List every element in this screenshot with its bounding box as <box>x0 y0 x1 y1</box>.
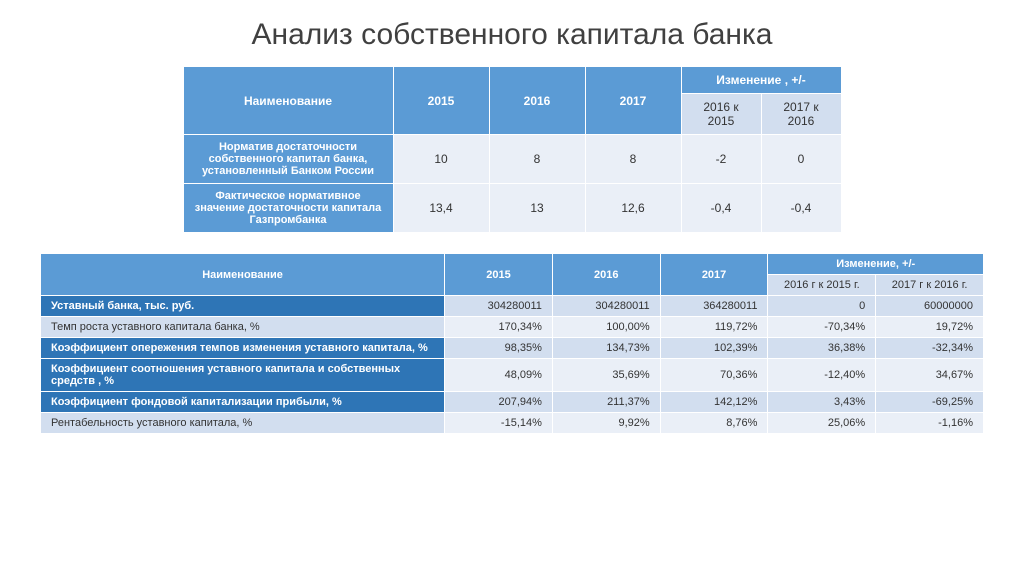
cell: 304280011 <box>552 296 660 317</box>
cell: 13,4 <box>393 184 489 233</box>
table-row: Уставный банка, тыс. руб. 304280011 3042… <box>41 296 984 317</box>
table-1: Наименование 2015 2016 2017 Изменение , … <box>183 66 842 233</box>
cell: -32,34% <box>876 338 984 359</box>
t1-sub-1: 2016 к 2015 <box>681 94 761 135</box>
cell: 25,06% <box>768 413 876 434</box>
cell: 142,12% <box>660 392 768 413</box>
t1-col-2017: 2017 <box>585 67 681 135</box>
t1-col-name: Наименование <box>183 67 393 135</box>
cell: 3,43% <box>768 392 876 413</box>
slide: Анализ собственного капитала банка Наиме… <box>0 0 1024 454</box>
cell: 304280011 <box>445 296 553 317</box>
cell: -2 <box>681 135 761 184</box>
cell: 170,34% <box>445 317 553 338</box>
t2-r0-name: Уставный банка, тыс. руб. <box>41 296 445 317</box>
t2-sub-1: 2016 г к 2015 г. <box>768 275 876 296</box>
t2-col-2015: 2015 <box>445 254 553 296</box>
cell: 102,39% <box>660 338 768 359</box>
cell: 13 <box>489 184 585 233</box>
t1-sub-2: 2017 к 2016 <box>761 94 841 135</box>
t1-col-change: Изменение , +/- <box>681 67 841 94</box>
table-row: Темп роста уставного капитала банка, % 1… <box>41 317 984 338</box>
cell: 211,37% <box>552 392 660 413</box>
cell: 10 <box>393 135 489 184</box>
cell: 8 <box>489 135 585 184</box>
t2-sub-2: 2017 г к 2016 г. <box>876 275 984 296</box>
table-row: Коэффициент опережения темпов изменения … <box>41 338 984 359</box>
cell: 0 <box>768 296 876 317</box>
cell: 60000000 <box>876 296 984 317</box>
cell: 35,69% <box>552 359 660 392</box>
t2-r4-name: Коэффициент фондовой капитализации прибы… <box>41 392 445 413</box>
table-row: Коэффициент фондовой капитализации прибы… <box>41 392 984 413</box>
cell: 134,73% <box>552 338 660 359</box>
cell: 36,38% <box>768 338 876 359</box>
table-row: Фактическое нормативное значение достато… <box>183 184 841 233</box>
t1-col-2015: 2015 <box>393 67 489 135</box>
table-row: Рентабельность уставного капитала, % -15… <box>41 413 984 434</box>
cell: -15,14% <box>445 413 553 434</box>
t2-col-change: Изменение, +/- <box>768 254 984 275</box>
t1-r1-name: Норматив достаточности собственного капи… <box>183 135 393 184</box>
page-title: Анализ собственного капитала банка <box>40 18 984 52</box>
cell: 9,92% <box>552 413 660 434</box>
cell: -12,40% <box>768 359 876 392</box>
table-2: Наименование 2015 2016 2017 Изменение, +… <box>40 253 984 434</box>
cell: 19,72% <box>876 317 984 338</box>
cell: -0,4 <box>761 184 841 233</box>
cell: 8 <box>585 135 681 184</box>
table-row: Коэффициент соотношения уставного капита… <box>41 359 984 392</box>
t2-r3-name: Коэффициент соотношения уставного капита… <box>41 359 445 392</box>
t2-r1-name: Темп роста уставного капитала банка, % <box>41 317 445 338</box>
cell: 364280011 <box>660 296 768 317</box>
cell: -69,25% <box>876 392 984 413</box>
cell: -1,16% <box>876 413 984 434</box>
cell: 34,67% <box>876 359 984 392</box>
table-row: Наименование 2015 2016 2017 Изменение , … <box>183 67 841 94</box>
t2-r5-name: Рентабельность уставного капитала, % <box>41 413 445 434</box>
t2-col-2016: 2016 <box>552 254 660 296</box>
t2-col-2017: 2017 <box>660 254 768 296</box>
cell: 48,09% <box>445 359 553 392</box>
cell: 8,76% <box>660 413 768 434</box>
table-row: Наименование 2015 2016 2017 Изменение, +… <box>41 254 984 275</box>
cell: -0,4 <box>681 184 761 233</box>
cell: 98,35% <box>445 338 553 359</box>
cell: 100,00% <box>552 317 660 338</box>
t1-r2-name: Фактическое нормативное значение достато… <box>183 184 393 233</box>
cell: 207,94% <box>445 392 553 413</box>
t1-col-2016: 2016 <box>489 67 585 135</box>
cell: -70,34% <box>768 317 876 338</box>
table-row: Норматив достаточности собственного капи… <box>183 135 841 184</box>
cell: 70,36% <box>660 359 768 392</box>
t2-r2-name: Коэффициент опережения темпов изменения … <box>41 338 445 359</box>
cell: 0 <box>761 135 841 184</box>
cell: 119,72% <box>660 317 768 338</box>
cell: 12,6 <box>585 184 681 233</box>
t2-col-name: Наименование <box>41 254 445 296</box>
